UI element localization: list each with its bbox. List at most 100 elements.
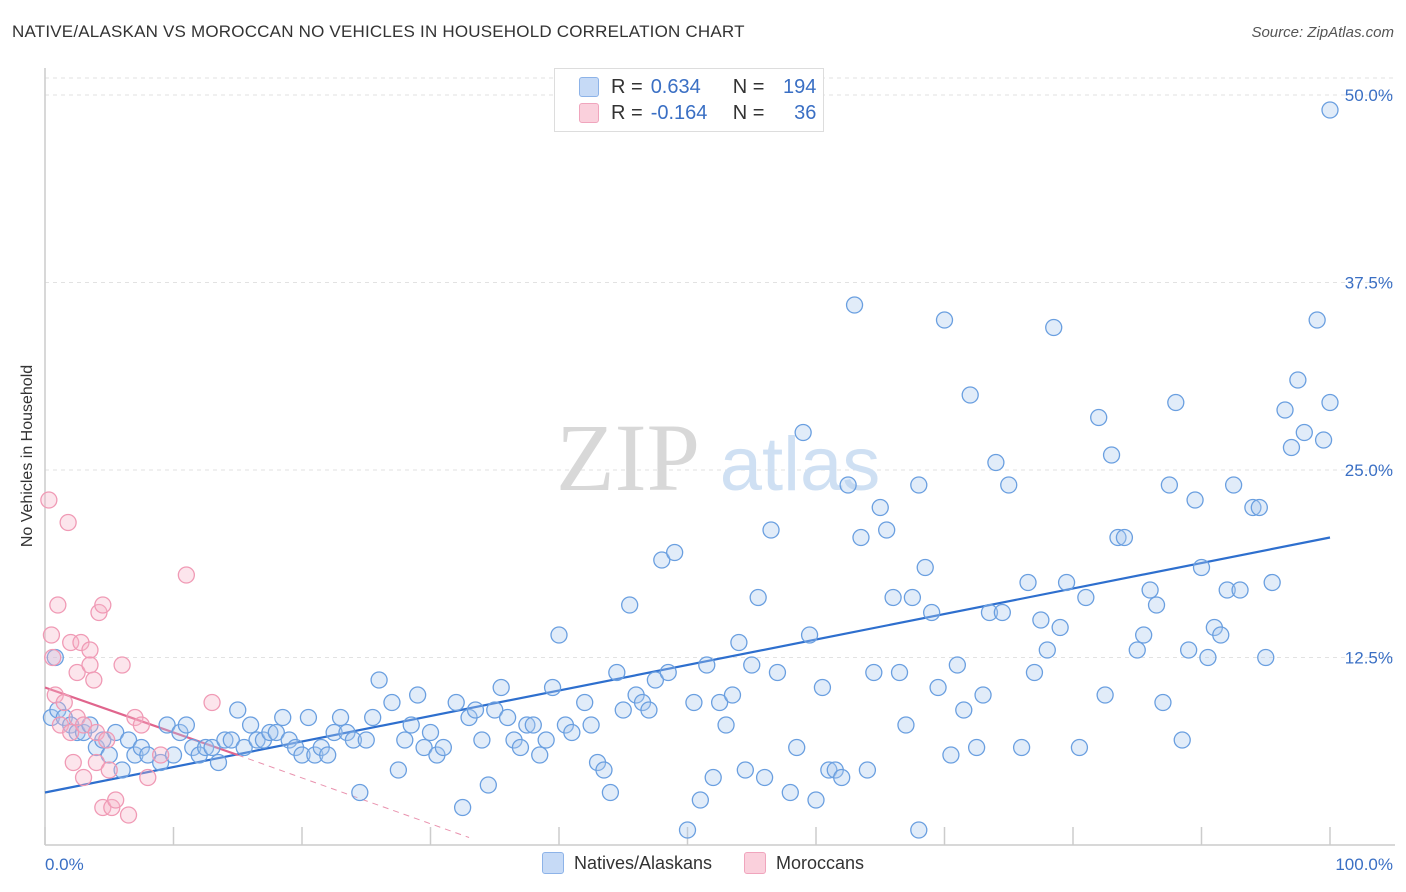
moroccans-point xyxy=(87,753,106,772)
natives-point xyxy=(383,693,401,712)
natives-point xyxy=(1186,491,1204,509)
moroccans-point xyxy=(42,626,61,644)
natives-point xyxy=(813,678,832,697)
moroccans-point xyxy=(132,716,151,734)
y-tick-label: 50.0% xyxy=(1345,86,1393,105)
moroccans-point xyxy=(62,723,80,742)
data-points xyxy=(40,101,1339,839)
natives-point xyxy=(203,738,221,757)
natives-point xyxy=(113,761,131,779)
natives-point xyxy=(119,731,138,749)
natives-point xyxy=(1141,581,1159,599)
natives-point xyxy=(511,738,530,757)
natives-point xyxy=(1019,573,1037,592)
natives-point xyxy=(974,686,992,704)
moroccans-point xyxy=(55,693,73,712)
natives-point xyxy=(466,701,485,719)
moroccans-point xyxy=(64,753,82,772)
moroccans-point xyxy=(74,716,93,734)
natives-point xyxy=(1224,476,1243,494)
natives-point xyxy=(678,821,697,839)
natives-point xyxy=(781,783,799,802)
natives-point xyxy=(839,476,857,494)
moroccans-point xyxy=(107,791,125,809)
legend-item-natives[interactable]: Natives/Alaskans xyxy=(541,852,712,874)
n-label: N = xyxy=(732,101,765,124)
natives-point xyxy=(1090,408,1108,427)
natives-point xyxy=(916,558,934,577)
natives-point xyxy=(357,731,375,749)
trend-lines xyxy=(44,536,1331,838)
natives-point xyxy=(1077,588,1095,607)
moroccans-point xyxy=(44,648,62,667)
correlation-legend: R = 0.634 N = 194 R = -0.164 N = 36 xyxy=(554,68,824,132)
natives-point xyxy=(1115,528,1134,547)
natives-point xyxy=(164,746,183,764)
natives-point xyxy=(993,603,1011,622)
y-tick-label: 12.5% xyxy=(1345,649,1393,668)
moroccans-point xyxy=(49,596,67,614)
natives-point xyxy=(762,521,780,539)
natives-point xyxy=(794,423,812,442)
natives-point xyxy=(550,626,568,644)
natives-point xyxy=(453,798,472,817)
natives-point xyxy=(1173,731,1191,749)
natives-point xyxy=(408,686,427,704)
natives-trend-line xyxy=(44,536,1331,794)
natives-point xyxy=(903,588,922,607)
moroccans-point xyxy=(40,491,58,509)
natives-point xyxy=(723,686,742,704)
natives-point xyxy=(935,311,954,329)
legend-item-moroccans[interactable]: Moroccans xyxy=(744,852,864,874)
natives-point xyxy=(736,761,754,779)
natives-point xyxy=(910,821,928,839)
grid-lines xyxy=(45,77,1395,658)
moroccans-point xyxy=(151,746,170,764)
natives-point xyxy=(261,723,279,742)
moroccans-point xyxy=(177,566,196,584)
n-label: N = xyxy=(732,75,765,98)
x-tick-label: 100.0% xyxy=(1335,855,1393,874)
natives-point xyxy=(698,656,716,674)
natives-point xyxy=(980,603,999,622)
natives-point xyxy=(691,791,709,809)
moroccans-point xyxy=(81,656,99,674)
natives-point xyxy=(717,716,735,734)
r-value: -0.164 xyxy=(650,101,708,124)
natives-point xyxy=(730,633,748,652)
natives-point xyxy=(640,701,658,719)
natives-point xyxy=(1295,423,1313,442)
natives-point xyxy=(1276,401,1294,419)
natives-point xyxy=(1045,318,1063,337)
natives-point xyxy=(524,716,542,734)
natives-point xyxy=(666,543,684,562)
natives-point xyxy=(1070,738,1089,757)
y-tick-label: 37.5% xyxy=(1345,274,1393,293)
natives-point xyxy=(614,701,632,719)
natives-point xyxy=(845,296,864,314)
natives-point xyxy=(537,731,555,749)
natives-point xyxy=(608,663,626,682)
natives-point xyxy=(743,656,761,674)
natives-point xyxy=(229,701,247,719)
natives-point xyxy=(897,716,915,734)
natives-point xyxy=(389,761,408,779)
n-value: 194 xyxy=(783,75,817,98)
moroccans-point xyxy=(113,656,131,674)
natives-point xyxy=(196,738,215,757)
natives-point xyxy=(1032,611,1050,629)
r-label: R = xyxy=(611,101,643,124)
natives-point xyxy=(929,678,947,697)
natives-point xyxy=(158,716,176,734)
natives-point xyxy=(319,746,337,764)
natives-point xyxy=(1167,393,1185,412)
source-label: Source: ZipAtlas.com xyxy=(1251,24,1394,41)
natives-point xyxy=(800,626,819,644)
natives-point xyxy=(447,693,465,712)
natives-point xyxy=(344,731,363,749)
natives-point xyxy=(923,603,941,622)
natives-point xyxy=(653,551,671,569)
natives-point xyxy=(1160,476,1179,494)
natives-point xyxy=(576,693,594,712)
